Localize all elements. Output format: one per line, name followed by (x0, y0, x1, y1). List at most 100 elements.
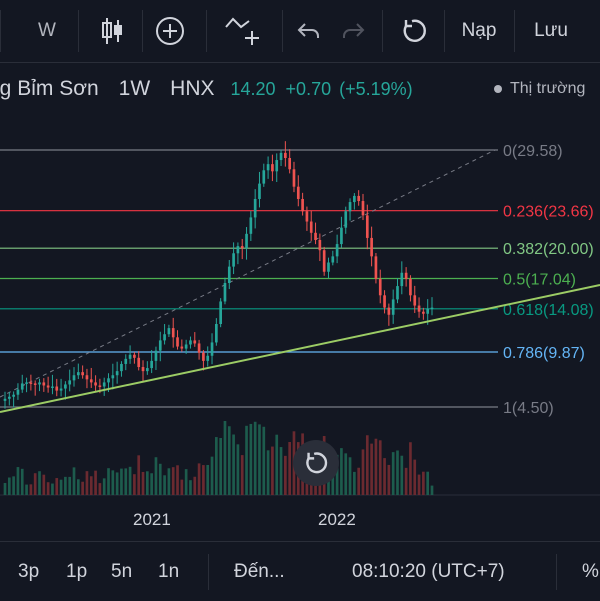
volume-bar (240, 455, 244, 495)
volume-bar (102, 478, 106, 495)
candle-body (284, 152, 287, 158)
candle-body (219, 301, 222, 324)
candle-body (236, 246, 240, 254)
candle-body (327, 262, 330, 272)
interval-button[interactable]: W (30, 0, 64, 62)
candle-body (120, 363, 123, 372)
redo-button[interactable] (336, 0, 370, 62)
candle-body (417, 305, 421, 312)
toolbar-separator (78, 10, 79, 52)
candle-body (7, 396, 11, 399)
fib-level-label: 0.786(9.87) (503, 345, 585, 362)
reset-chart-button[interactable] (293, 440, 339, 486)
candle-body (374, 256, 378, 279)
chart-type-button[interactable] (92, 0, 132, 62)
volume-bar (98, 483, 102, 495)
status-dot-icon (494, 85, 502, 93)
volume-bar (344, 453, 348, 495)
candle-body (133, 354, 136, 358)
candle-body (296, 186, 300, 199)
candle-body (107, 378, 110, 383)
volume-bar (275, 434, 279, 495)
volume-bar (158, 463, 162, 495)
candle-body (400, 272, 404, 287)
volume-bar (51, 483, 54, 495)
range-3m-label: 3p (18, 560, 40, 582)
volume-bar (115, 472, 119, 495)
percent-scale-button[interactable]: % (582, 542, 599, 601)
bottom-toolbar: 3p 1p 5n 1n Đến... 08:10:20 (UTC+7) % (0, 541, 600, 601)
volume-bar (374, 438, 378, 495)
range-5y-button[interactable]: 5n (111, 542, 132, 601)
range-3m-button[interactable]: 3p (18, 542, 39, 601)
candle-body (357, 195, 361, 202)
candle-body (150, 360, 153, 369)
undo-button[interactable] (292, 0, 326, 62)
candle-body (163, 334, 166, 341)
candle-body (137, 357, 141, 368)
volume-bar (20, 468, 24, 495)
toolbar-separator (206, 10, 207, 52)
volume-bar (353, 471, 356, 495)
candle-body (314, 232, 317, 240)
add-drawing-button[interactable] (220, 0, 264, 62)
fib-level-label: 0.236(23.66) (503, 204, 594, 221)
candle-body (340, 227, 343, 245)
toolbar-separator (282, 10, 283, 52)
volume-bar (107, 468, 110, 495)
goto-date-button[interactable]: Đến... (234, 542, 285, 601)
candle-body (141, 367, 145, 372)
volume-bar (171, 467, 175, 495)
trend-plus-icon (225, 17, 259, 45)
symbol-legend[interactable]: ng Bỉm Sơn 1W HNX 14.20 +0.70 (+5.19%) (0, 74, 413, 104)
save-layout-button[interactable]: Lưu (524, 0, 578, 62)
market-status[interactable]: Thị trường (494, 80, 585, 98)
candle-body (12, 394, 15, 397)
fib-level-label: 0.382(20.00) (503, 241, 594, 258)
candle-body (344, 211, 348, 228)
candle-body (128, 354, 132, 359)
candle-body (184, 344, 188, 349)
candle-body (409, 278, 412, 296)
candle-body (81, 372, 84, 376)
candle-body (3, 398, 7, 401)
candle-body (318, 239, 322, 251)
range-1y-button[interactable]: 1n (158, 542, 179, 601)
volume-bar (284, 455, 287, 495)
volume-bar (81, 481, 84, 495)
volume-bar (413, 459, 417, 495)
load-layout-button[interactable]: Nạp (452, 0, 506, 62)
candle-body (193, 340, 197, 344)
symbol-name: ng Bỉm Sơn (0, 77, 99, 100)
volume-bar (141, 471, 145, 495)
market-status-label: Thị trường (510, 80, 586, 97)
volume-bar (145, 471, 149, 495)
volume-bar (68, 476, 72, 495)
candle-body (158, 340, 162, 351)
volume-bar (33, 473, 37, 495)
fib-level-label: 0(29.58) (503, 143, 563, 160)
add-indicator-button[interactable] (152, 0, 188, 62)
candle-body (271, 164, 274, 172)
range-1m-button[interactable]: 1p (66, 542, 87, 601)
candle-body (171, 328, 175, 338)
toolbar-separator (444, 10, 445, 52)
fib-level-label: 0.5(17.04) (503, 272, 576, 289)
candle-body (154, 350, 158, 361)
candle-body (262, 170, 266, 184)
bottom-separator (556, 554, 557, 590)
timezone-button[interactable]: 08:10:20 (UTC+7) (352, 542, 505, 601)
price-chart[interactable]: 0(29.58) 0.236(23.66) 0.382(20.00) 0.5(17.0… (0, 105, 600, 541)
goto-label: Đến... (234, 560, 285, 582)
load-label: Nạp (461, 20, 497, 41)
reload-button[interactable] (394, 0, 434, 62)
candle-body (42, 382, 46, 386)
candle-body (25, 382, 28, 384)
redo-icon (343, 23, 365, 38)
volume-bar (111, 470, 115, 495)
volume-bar (193, 476, 197, 495)
volume-bar (383, 458, 386, 495)
volume-bar (400, 455, 404, 495)
candle-body (305, 211, 309, 222)
candle-body (275, 160, 279, 172)
